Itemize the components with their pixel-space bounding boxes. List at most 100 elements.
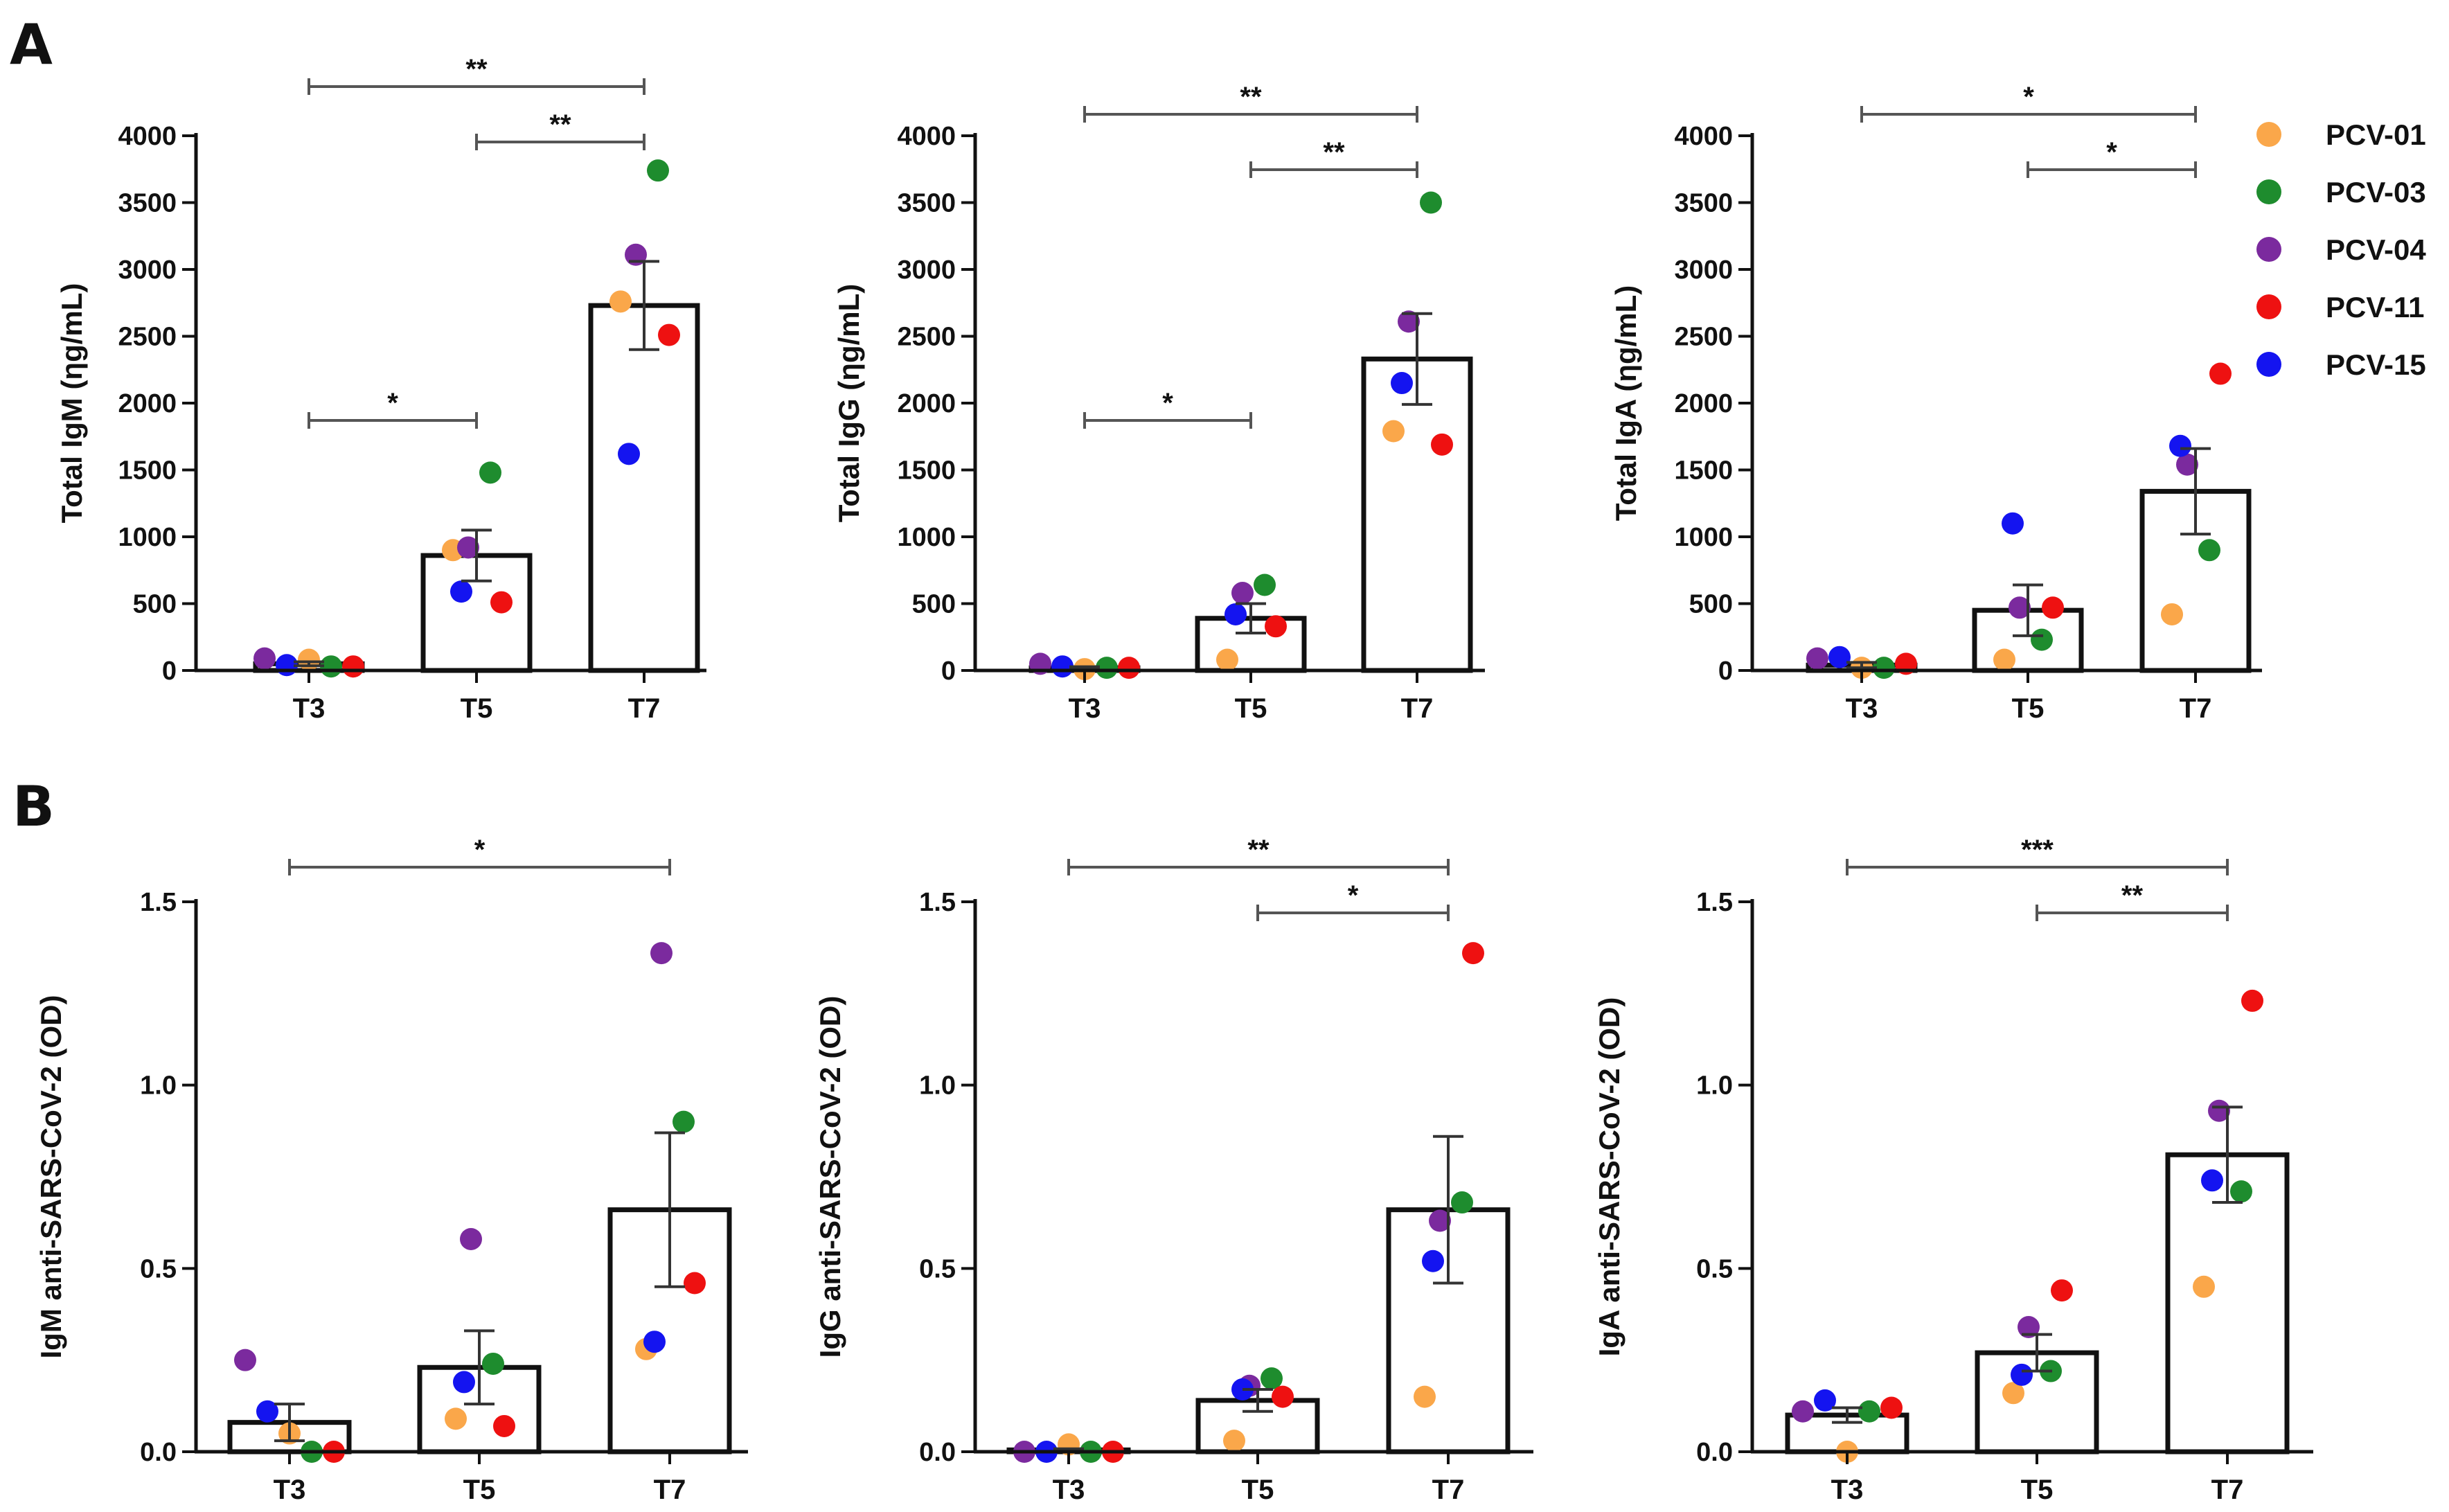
y-tick-label: 4000 — [118, 122, 177, 151]
point-t5-pcv-03 — [482, 1352, 504, 1375]
point-t5-pcv-01 — [1216, 648, 1238, 671]
error-bar-t3 — [1832, 1406, 1862, 1424]
point-t7-pcv-04 — [650, 942, 673, 965]
y-tick-label: 1.5 — [140, 888, 177, 917]
legend: PCV-01 PCV-03 PCV-04 PCV-11 PCV-15 — [2256, 118, 2426, 381]
x-tick-label-t3: T3 — [1053, 1475, 1085, 1505]
point-t5-pcv-01 — [1223, 1430, 1245, 1452]
y-tick-label: 0 — [162, 657, 177, 686]
point-t3-pcv-15 — [1828, 646, 1851, 668]
legend-label-pcv-01: PCV-01 — [2326, 118, 2426, 151]
error-bar-t5 — [2022, 1333, 2052, 1373]
y-axis-title: IgG anti-SARS-CoV-2 (OD) — [814, 996, 846, 1358]
y-tick-label: 1000 — [1674, 523, 1733, 552]
x-tick-label-t5: T5 — [1235, 693, 1267, 724]
error-bar-t7 — [629, 260, 659, 351]
y-tick-label: 1000 — [118, 523, 177, 552]
significance-bracket-t5-t7: ** — [475, 109, 645, 150]
y-tick-label: 500 — [1689, 590, 1733, 619]
chart-4: 0.0 0.5 1.0 1.5 T3 T5 T7 IgM anti-SARS-CoV-2 (O… — [35, 835, 748, 1505]
significance-label: ** — [2121, 880, 2144, 911]
error-bar-t7 — [1402, 312, 1432, 406]
point-t5-pcv-15 — [453, 1371, 475, 1394]
legend-label-pcv-15: PCV-15 — [2326, 348, 2426, 381]
point-t7-pcv-04 — [2208, 1099, 2230, 1122]
significance-label: * — [2023, 82, 2034, 112]
significance-bracket-t3-t7: *** — [1846, 835, 2229, 875]
y-tick-label: 500 — [912, 590, 956, 619]
y-tick-label: 3000 — [1674, 256, 1733, 285]
point-t7-pcv-15 — [2169, 434, 2191, 457]
legend-label-pcv-04: PCV-04 — [2326, 233, 2426, 266]
point-t7-pcv-15 — [1422, 1249, 1444, 1272]
y-tick-label: 2000 — [118, 389, 177, 418]
point-t5-pcv-03 — [479, 461, 501, 484]
significance-label: ** — [465, 54, 488, 85]
point-t5-pcv-11 — [1265, 615, 1287, 638]
y-tick-label: 0 — [941, 657, 956, 686]
point-t7-pcv-03 — [673, 1110, 695, 1133]
error-bar-t5 — [461, 528, 492, 582]
point-t5-pcv-04 — [457, 536, 479, 559]
error-bar-t7 — [2180, 447, 2211, 536]
point-t5-pcv-01 — [2002, 1382, 2024, 1405]
x-tick-label-t3: T3 — [274, 1475, 306, 1505]
y-tick-label: 0.0 — [140, 1438, 177, 1467]
chart-1: 0 500 1000 1500 2000 2500 3000 3500 4000 T3 T5 T7 To… — [55, 54, 706, 724]
point-t5-pcv-11 — [2051, 1279, 2073, 1302]
x-tick-label-t5: T5 — [2012, 693, 2045, 724]
y-axis-title: IgM anti-SARS-CoV-2 (OD) — [35, 995, 67, 1359]
significance-label: * — [2106, 137, 2117, 168]
point-t3-pcv-11 — [342, 655, 364, 678]
y-tick-label: 2000 — [1674, 389, 1733, 418]
error-bar-t3 — [1069, 665, 1100, 670]
point-t5-pcv-01 — [445, 1407, 467, 1430]
significance-label: ** — [1247, 835, 1270, 865]
point-t5-pcv-01 — [1993, 648, 2015, 671]
point-t5-pcv-04 — [460, 1227, 482, 1250]
point-t3-pcv-04 — [253, 647, 276, 670]
point-t5-pcv-11 — [1272, 1385, 1294, 1408]
point-t3-pcv-03 — [1858, 1400, 1880, 1423]
y-tick-label: 1.0 — [919, 1071, 956, 1101]
chart-6: 0.0 0.5 1.0 1.5 T3 T5 T7 IgA anti-SARS-CoV-2 (O… — [1593, 835, 2313, 1505]
point-t7-pcv-03 — [2198, 539, 2220, 562]
x-tick-label-t7: T7 — [654, 1475, 686, 1505]
error-bar-t3 — [294, 660, 324, 668]
chart-2: 0 500 1000 1500 2000 2500 3000 3500 4000 T3 T5 T7 To… — [832, 82, 1485, 724]
bar-t7 — [588, 303, 700, 673]
point-t3-pcv-11 — [1880, 1396, 1903, 1419]
y-tick-label: 1.0 — [140, 1071, 177, 1101]
y-tick-label: 2500 — [1674, 323, 1733, 352]
x-tick-label-t3: T3 — [293, 693, 326, 724]
point-t5-pcv-04 — [2018, 1316, 2040, 1339]
panel-label-a: A — [10, 12, 53, 77]
y-tick-label: 3500 — [118, 189, 177, 218]
y-tick-label: 1.5 — [919, 888, 956, 917]
x-tick-label-t3: T3 — [1831, 1475, 1864, 1505]
point-t7-pcv-04 — [1398, 310, 1420, 333]
point-t3-pcv-04 — [1792, 1400, 1814, 1423]
error-bar-t5 — [2013, 583, 2043, 637]
x-tick-label-t7: T7 — [1432, 1475, 1465, 1505]
significance-label: * — [474, 835, 486, 865]
significance-label: ** — [1240, 82, 1262, 112]
x-tick-label-t7: T7 — [2180, 693, 2212, 724]
y-tick-label: 4000 — [897, 122, 956, 151]
legend-marker-pcv-03 — [2256, 179, 2281, 204]
point-t5-pcv-03 — [1261, 1367, 1283, 1390]
legend-marker-pcv-01 — [2256, 122, 2281, 147]
charts: 0 500 1000 1500 2000 2500 3000 3500 4000 T3 T5 T7 To… — [35, 54, 2313, 1505]
point-t7-pcv-04 — [1429, 1209, 1451, 1232]
significance-bracket-t5-t7: * — [2027, 137, 2197, 178]
point-t5-pcv-11 — [490, 591, 513, 614]
point-t3-pcv-15 — [1814, 1389, 1836, 1412]
point-t3-pcv-03 — [1096, 657, 1118, 679]
point-t3-pcv-11 — [1118, 657, 1140, 679]
x-tick-label-t5: T5 — [1242, 1475, 1274, 1505]
error-bar-t3 — [274, 1403, 305, 1443]
point-t7-pcv-15 — [618, 443, 640, 465]
point-t7-pcv-11 — [658, 323, 680, 346]
point-t7-pcv-11 — [2209, 362, 2232, 385]
point-t5-pcv-11 — [2042, 596, 2064, 619]
